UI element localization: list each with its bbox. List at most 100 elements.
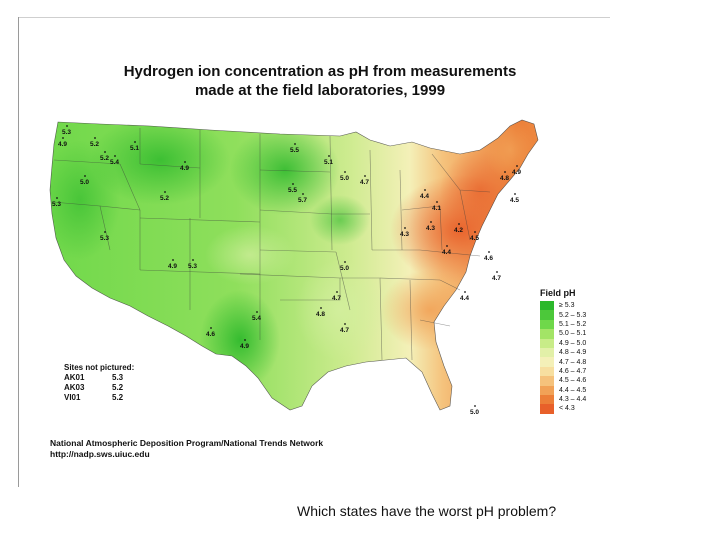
site-marker: 5.4 [110, 155, 119, 166]
site-marker: 4.8 [316, 307, 325, 318]
site-marker: 4.6 [484, 251, 493, 262]
legend-label: < 4.3 [559, 405, 575, 413]
site-dot [514, 193, 516, 195]
site-value-label: 5.3 [188, 263, 197, 270]
site-marker: 4.3 [426, 221, 435, 232]
site-marker: 5.2 [100, 151, 109, 162]
site-value-label: 4.8 [316, 311, 325, 318]
site-code: VI01 [64, 393, 81, 402]
frame-border-top [18, 17, 610, 18]
site-marker: 4.6 [206, 327, 215, 338]
site-value-label: 4.7 [340, 327, 349, 334]
legend-label: ≥ 5.3 [559, 302, 575, 310]
site-marker: 5.3 [188, 259, 197, 270]
legend-label: 4.7 – 4.8 [559, 358, 587, 366]
site-dot [344, 171, 346, 173]
site-marker: 5.5 [290, 143, 299, 154]
site-value-label: 4.7 [492, 275, 501, 282]
site-value-label: 5.3 [100, 235, 109, 242]
site-dot [244, 339, 246, 341]
site-value-label: 5.0 [340, 265, 349, 272]
site-value-label: 5.0 [470, 409, 479, 416]
legend: Field pH ≥ 5.3 5.2 – 5.3 5.1 – 5.2 5.0 – 5.… [540, 288, 620, 414]
site-dot [114, 155, 116, 157]
question-text: Which states have the worst pH problem? [297, 503, 557, 519]
site-marker: 4.1 [432, 201, 441, 212]
site-value-label: 4.7 [332, 295, 341, 302]
site-dot [134, 141, 136, 143]
site-value-label: 4.4 [442, 249, 451, 256]
site-code: AK03 [64, 383, 85, 392]
site-dot [192, 259, 194, 261]
map-title: Hydrogen ion concentration as pH from me… [60, 62, 580, 100]
site-dot [104, 151, 106, 153]
site-dot [464, 291, 466, 293]
sites-not-pictured-title: Sites not pictured: [64, 363, 135, 372]
site-dot [294, 143, 296, 145]
site-dot [66, 125, 68, 127]
site-values: 5.34.9 5.25.45.05.35.25.35.14.95.24.9 5.35… [52, 125, 521, 416]
legend-item: 4.6 – 4.7 [540, 366, 620, 377]
site-dot [336, 291, 338, 293]
site-marker: 4.9 [240, 339, 249, 350]
site-value-label: 4.3 [400, 231, 409, 238]
site-value-label: 4.9 [240, 343, 249, 350]
legend-item: 4.5 – 4.6 [540, 376, 620, 386]
site-dot [94, 137, 96, 139]
site-marker: 4.9 [180, 161, 189, 172]
site-marker: 4.9 [58, 137, 67, 148]
site-dot [320, 307, 322, 309]
site-marker: 5.0 [80, 175, 89, 186]
site-value-label: 4.1 [432, 205, 441, 212]
site-value-label: 4.4 [420, 193, 429, 200]
site-marker: 4.4 [420, 189, 429, 200]
site-marker: 4.7 [332, 291, 341, 302]
site-row: VI01 5.2 [64, 393, 134, 403]
legend-swatch [540, 347, 554, 358]
site-value-label: 4.5 [510, 197, 519, 204]
site-marker: 5.3 [62, 125, 71, 136]
site-value-label: 4.3 [426, 225, 435, 232]
site-marker: 4.2 [454, 223, 463, 234]
legend-item: 4.4 – 4.5 [540, 385, 620, 395]
site-value: 5.3 [112, 373, 124, 382]
site-marker: 5.0 [470, 405, 479, 416]
legend-item: < 4.3 [540, 404, 620, 414]
site-dot [404, 227, 406, 229]
legend-item: 5.2 – 5.3 [540, 310, 620, 320]
site-value-label: 5.1 [324, 159, 333, 166]
site-dot [292, 183, 294, 185]
site-dot [328, 155, 330, 157]
site-value-label: 5.3 [62, 129, 71, 136]
legend-title: Field pH [540, 288, 576, 298]
site-value-label: 4.9 [168, 263, 177, 270]
site-dot [446, 245, 448, 247]
site-dot [104, 231, 106, 233]
attribution: National Atmospheric Deposition Program/… [50, 438, 323, 460]
site-marker: 5.2 [160, 191, 169, 202]
site-dot [364, 175, 366, 177]
site-marker: 4.4 [460, 291, 469, 302]
site-dot [436, 201, 438, 203]
site-marker: 5.3 [100, 231, 109, 242]
legend-swatch [540, 310, 554, 320]
legend-label: 5.2 – 5.3 [559, 311, 587, 319]
site-value-label: 5.4 [252, 315, 261, 322]
site-dot [344, 261, 346, 263]
site-dot [424, 189, 426, 191]
legend-item: 4.7 – 4.8 [540, 357, 620, 367]
site-value-label: 5.3 [52, 201, 61, 208]
site-dot [84, 175, 86, 177]
legend-swatch [540, 319, 554, 330]
legend-swatch [540, 329, 554, 339]
site-value-label: 4.9 [180, 165, 189, 172]
site-value-label: 5.1 [130, 145, 139, 152]
site-marker: 5.1 [324, 155, 333, 166]
site-marker: 4.7 [340, 323, 349, 334]
site-marker: 4.5 [470, 231, 479, 242]
site-dot [474, 405, 476, 407]
site-value: 5.2 [112, 393, 124, 402]
site-value-label: 4.7 [360, 179, 369, 186]
legend-swatch [540, 385, 554, 395]
